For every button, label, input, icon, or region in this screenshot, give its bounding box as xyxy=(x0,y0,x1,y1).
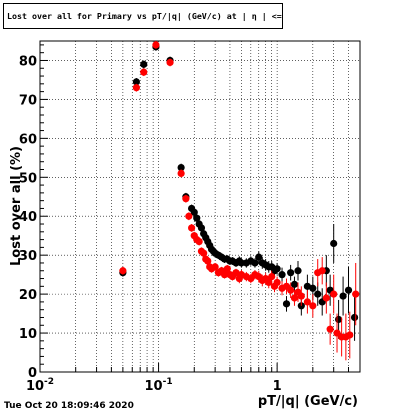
plot-frame xyxy=(39,40,361,373)
data-point xyxy=(282,300,291,308)
data-point xyxy=(188,224,196,232)
data-point xyxy=(177,169,185,177)
data-point xyxy=(166,58,174,67)
data-point xyxy=(265,278,273,287)
data-point xyxy=(195,237,203,246)
data-point xyxy=(330,290,338,298)
data-point xyxy=(287,286,295,294)
data-point xyxy=(346,331,354,339)
data-point xyxy=(211,263,219,271)
data-point xyxy=(309,284,317,292)
y-tick-label: 20 xyxy=(19,288,37,303)
data-point xyxy=(309,302,317,310)
data-point xyxy=(268,272,276,281)
data-point xyxy=(132,78,140,86)
data-point xyxy=(273,278,281,287)
x-tick-label: 10-2 xyxy=(26,377,54,394)
grid-lines xyxy=(40,41,360,372)
data-point xyxy=(182,195,190,203)
data-point xyxy=(330,239,338,248)
data-point xyxy=(290,294,299,302)
y-tick-label: 70 xyxy=(19,93,37,108)
data-point xyxy=(204,257,212,265)
data-point xyxy=(200,249,208,257)
data-point xyxy=(152,41,160,49)
data-point xyxy=(344,286,353,294)
data-point xyxy=(318,267,326,275)
data-point xyxy=(303,298,311,306)
axis-ticks xyxy=(40,44,350,373)
x-tick-label: 1 xyxy=(273,379,282,394)
y-axis-label: Lost over all (%) xyxy=(9,146,24,266)
data-point xyxy=(177,163,185,172)
data-point xyxy=(303,282,311,290)
data-point xyxy=(352,290,360,298)
data-point xyxy=(326,325,334,333)
y-tick-label: 10 xyxy=(19,327,37,342)
data-point xyxy=(350,313,359,322)
x-tick-label: 10-1 xyxy=(145,377,173,394)
data-point xyxy=(190,208,198,216)
y-tick-label: 40 xyxy=(19,210,37,225)
data-point xyxy=(287,269,295,277)
data-point xyxy=(140,60,148,68)
data-point xyxy=(197,224,206,232)
data-point xyxy=(335,315,343,324)
data-point xyxy=(193,214,201,222)
data-point xyxy=(255,253,263,261)
y-tick-label: 30 xyxy=(19,249,37,264)
data-point xyxy=(185,212,193,220)
chart-title: Lost over all for Primary vs pT/|q| (GeV… xyxy=(3,3,283,29)
data-point xyxy=(297,292,305,300)
data-point xyxy=(251,259,259,267)
y-tick-label: 50 xyxy=(19,171,37,186)
data-point xyxy=(140,68,148,76)
data-point xyxy=(223,265,231,273)
data-point xyxy=(314,290,322,298)
y-tick-label: 80 xyxy=(19,54,37,69)
data-point xyxy=(232,269,240,277)
data-point xyxy=(278,271,286,279)
data-points xyxy=(119,41,360,361)
data-point xyxy=(339,292,347,300)
footer-date: Tue Oct 20 18:09:46 2020 xyxy=(4,401,134,411)
data-point xyxy=(290,280,299,288)
x-axis-label: pT/|q| (GeV/c) xyxy=(258,394,358,409)
data-point xyxy=(294,267,302,275)
data-point xyxy=(119,267,127,275)
y-tick-label: 0 xyxy=(28,366,37,381)
data-point xyxy=(132,84,140,92)
tick-labels: 0 10 20 30 40 50 60 70 80 10-2 10-1 1 xyxy=(19,54,282,394)
data-point xyxy=(220,271,229,279)
data-point xyxy=(322,294,330,302)
data-point xyxy=(273,265,281,273)
y-tick-label: 60 xyxy=(19,132,37,147)
